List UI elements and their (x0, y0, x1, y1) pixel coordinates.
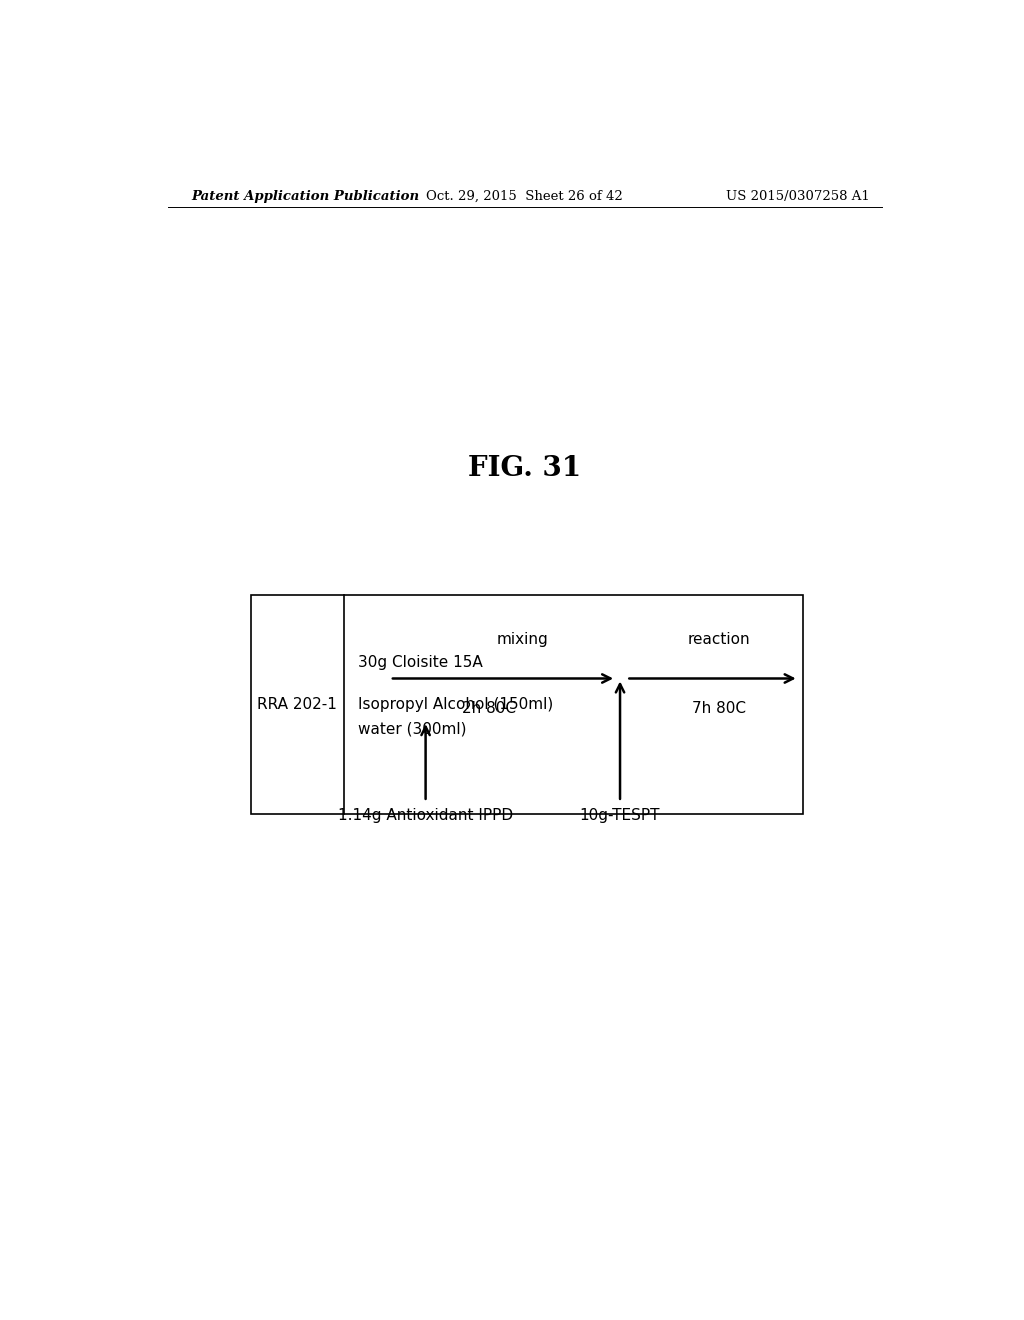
Text: Patent Application Publication: Patent Application Publication (191, 190, 420, 202)
Text: mixing: mixing (497, 632, 548, 647)
Text: Oct. 29, 2015  Sheet 26 of 42: Oct. 29, 2015 Sheet 26 of 42 (426, 190, 624, 202)
Text: RRA 202-1: RRA 202-1 (257, 697, 337, 713)
Text: FIG. 31: FIG. 31 (468, 455, 582, 482)
Text: 7h 80C: 7h 80C (692, 701, 746, 715)
Text: US 2015/0307258 A1: US 2015/0307258 A1 (726, 190, 870, 202)
Text: Isopropyl Alcohol (150ml): Isopropyl Alcohol (150ml) (358, 697, 553, 711)
Text: water (300ml): water (300ml) (358, 721, 467, 737)
Text: 10g-TESPT: 10g-TESPT (580, 808, 660, 822)
Bar (251, 595, 803, 814)
Text: reaction: reaction (688, 632, 751, 647)
Text: 1.14g Antioxidant IPPD: 1.14g Antioxidant IPPD (338, 808, 513, 822)
Text: 30g Cloisite 15A: 30g Cloisite 15A (358, 655, 483, 671)
Text: 2h 80C: 2h 80C (462, 701, 516, 715)
